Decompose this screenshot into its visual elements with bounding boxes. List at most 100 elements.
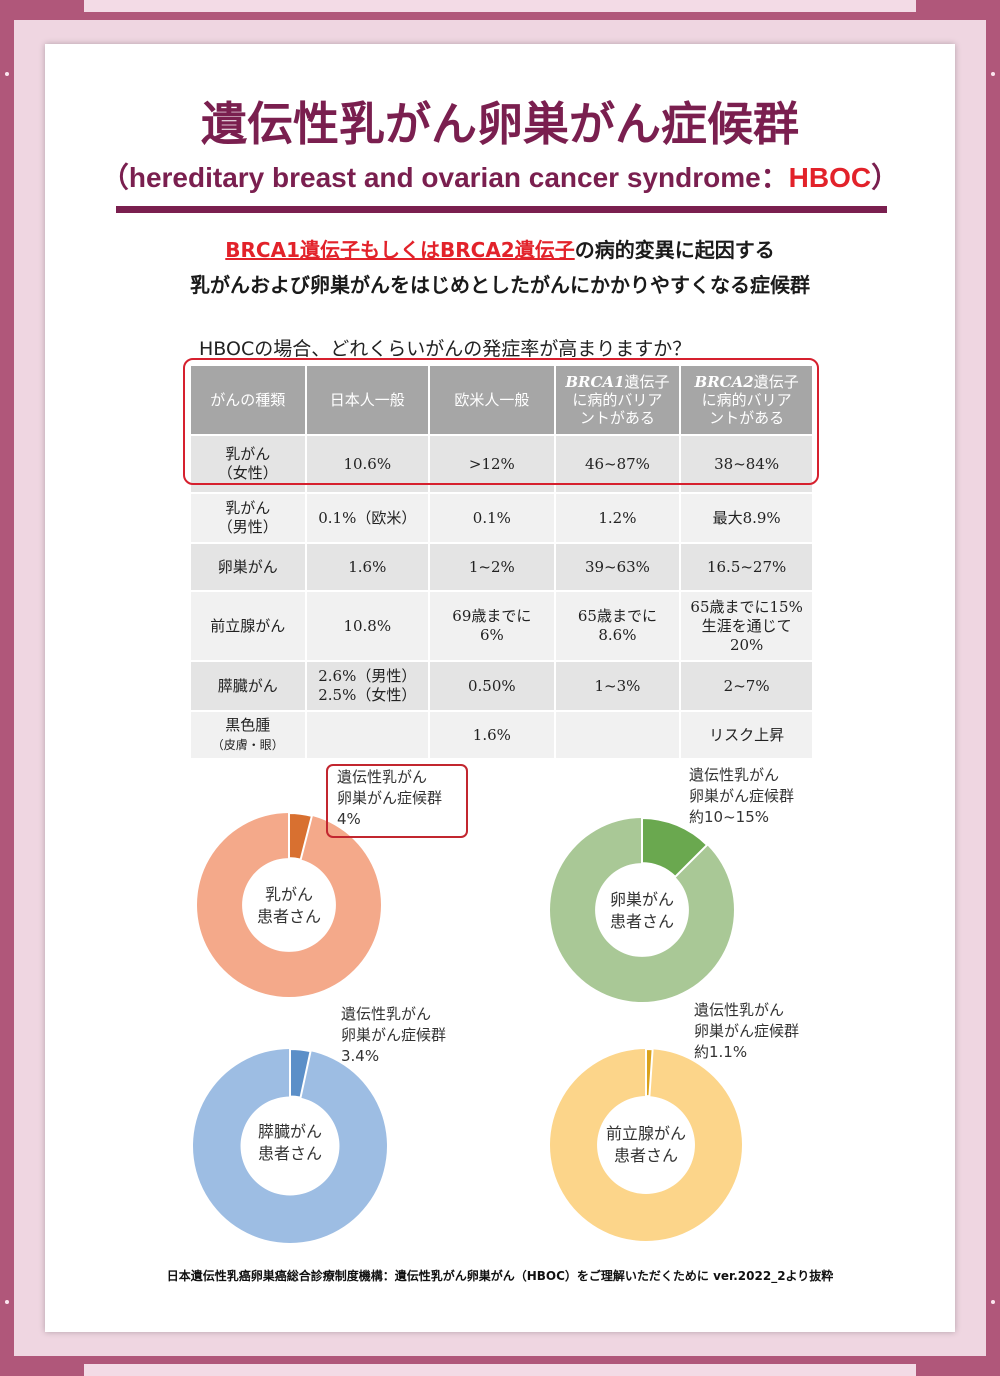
center-line: 患者さん [609,912,674,931]
cell-line: 2.6%（男性） [318,667,417,685]
row-category: 前立腺がん [189,590,307,662]
table-row: 乳がん （女性） 10.6% >12% 46~87% 38~84% [189,434,814,494]
header-brca1: BRCA1遺伝子 に病的バリア ントがある [553,364,682,436]
title-divider [116,206,887,213]
breast-callout-box [326,764,468,838]
page-subtitle: （hereditary breast and ovarian cancer sy… [0,156,1000,196]
cell-line: 2.5%（女性） [318,686,417,704]
center-line: 患者さん [613,1146,678,1165]
header-cancer-type: がんの種類 [189,364,307,436]
donut-center-label: 前立腺がん 患者さん [591,1123,701,1167]
donut-hboc-slice [645,1048,654,1098]
incidence-table: がんの種類 日本人一般 欧米人一般 BRCA1遺伝子 に病的バリア ントがある BR… [189,364,814,760]
donut-slice-label: 遺伝性乳がん 卵巣がん症候群 3.4% [341,1004,446,1067]
category-name: 黒色腫 [225,715,271,734]
center-line: 患者さん [256,907,321,926]
donut-hboc-slice [288,812,314,861]
frame-dot [991,1300,995,1304]
brca1-l3: ントがある [579,409,655,427]
frame-bottom-inner [84,1364,916,1376]
cell-line: 20% [729,635,764,654]
center-line: 前立腺がん [605,1124,686,1143]
donut-slice-label: 遺伝性乳がん 卵巣がん症候群 4% [337,767,442,830]
row-category: 膵臓がん [189,660,307,712]
center-line: 卵巣がん [609,890,674,909]
cell-line: 生涯を通じて [701,616,792,635]
cell-japan: 10.8% [304,590,431,662]
breast-cancer-donut [196,812,381,997]
cell-japan [304,710,431,760]
label-value: 約10~15% [689,808,769,826]
frame-left [0,0,14,1376]
center-line: 膵臓がん [257,1122,322,1141]
cell-brca1: 39~63% [553,542,682,592]
cell-brca1: 1~3% [553,660,682,712]
donut-base-ring [196,813,381,997]
lead-line-1-rest: の病的変異に起因する [574,238,775,262]
label-value: 3.4% [341,1047,380,1065]
pancreatic-cancer-donut [192,1048,387,1243]
brca2-gene: BRCA2 [694,373,754,391]
brca2-l3: ントがある [709,409,785,427]
table-row: 卵巣がん 1.6% 1~2% 39~63% 16.5~27% [189,542,814,592]
donut-center-label: 乳がん 患者さん [234,884,344,928]
lead-gene-highlight: BRCA1遺伝子もしくはBRCA2遺伝子 [225,238,575,262]
label-line: 遺伝性乳がん [341,1005,432,1023]
donut-base-ring [192,1049,387,1243]
subtitle-text: （hereditary breast and ovarian cancer sy… [100,162,789,193]
brca2-l1: 遺伝子 [753,373,799,391]
cell-brca2: 65歳までに15% 生涯を通じて 20% [679,590,814,662]
donut-base-ring [549,1049,742,1241]
table-heading: HBOCの場合、どれくらいがんの発症率が高まりますか？ [199,338,692,360]
cell-japan: 2.6%（男性） 2.5%（女性） [304,660,431,712]
frame-dot [5,1300,9,1304]
cell-brca1: 46~87% [553,434,682,494]
table-row: 黒色腫 （皮膚・眼） 1.6% リスク上昇 [189,710,814,760]
label-line: 卵巣がん症候群 [694,1022,800,1040]
cell-west: 1~2% [428,542,556,592]
cell-west: 1.6% [428,710,556,760]
page-title: 遺伝性乳がん卵巣がん症候群 [201,97,799,151]
brca2-l2: に病的バリア [701,391,792,409]
row-category: 乳がん （男性） [189,492,307,544]
center-line: 乳がん [264,885,313,904]
cell-brca2: 最大8.9% [679,492,814,544]
category-name: 乳がん [225,499,271,517]
cell-brca2: 2~7% [679,660,814,712]
donut-hboc-slice [289,1048,312,1099]
table-row: 膵臓がん 2.6%（男性） 2.5%（女性） 0.50% 1~3% 2~7% [189,660,814,712]
cell-brca1: 1.2% [553,492,682,544]
row-category: 乳がん （女性） [189,434,307,494]
center-line: 患者さん [257,1144,322,1163]
cell-west: >12% [428,434,556,494]
cell-japan: 0.1%（欧米） [304,492,431,544]
label-line: 遺伝性乳がん [694,1001,785,1019]
cell-line: 65歳までに15% [690,597,803,616]
cell-brca2: 16.5~27% [679,542,814,592]
donut-center-label: 卵巣がん 患者さん [587,889,697,933]
brca1-l1: 遺伝子 [624,373,670,391]
prostate-cancer-donut [549,1048,742,1241]
cell-line: 6% [479,626,504,644]
label-line: 卵巣がん症候群 [337,789,443,807]
donut-slice-label: 遺伝性乳がん 卵巣がん症候群 約1.1% [694,1000,799,1063]
cell-west: 0.50% [428,660,556,712]
source-citation: 日本遺伝性乳癌卵巣癌総合診療制度機構：遺伝性乳がん卵巣がん（HBOC）をご理解い… [166,1269,834,1283]
frame-right [986,0,1000,1376]
header-brca2: BRCA2遺伝子 に病的バリア ントがある [679,364,814,436]
ovarian-cancer-donut [549,817,734,1002]
label-line: 遺伝性乳がん [689,766,780,784]
row-category: 黒色腫 （皮膚・眼） [189,710,307,760]
lead-line-2: 乳がんおよび卵巣がんをはじめとしたがんにかかりやすくなる症候群 [190,273,810,297]
header-japan-general: 日本人一般 [304,364,431,436]
frame-dot [991,72,995,76]
cell-brca2: リスク上昇 [679,710,814,760]
table-row: 乳がん （男性） 0.1%（欧米） 0.1% 1.2% 最大8.9% [189,492,814,544]
table-header-row: がんの種類 日本人一般 欧米人一般 BRCA1遺伝子 に病的バリア ントがある BR… [189,364,814,436]
brca1-gene: BRCA1 [565,373,625,391]
donut-slice-label: 遺伝性乳がん 卵巣がん症候群 約10~15% [689,765,794,828]
donut-center-label: 膵臓がん 患者さん [235,1121,345,1165]
subtitle-hboc: HBOC [788,162,872,193]
category-name: 乳がん [225,445,271,463]
cell-line: 65歳までに [577,607,657,625]
